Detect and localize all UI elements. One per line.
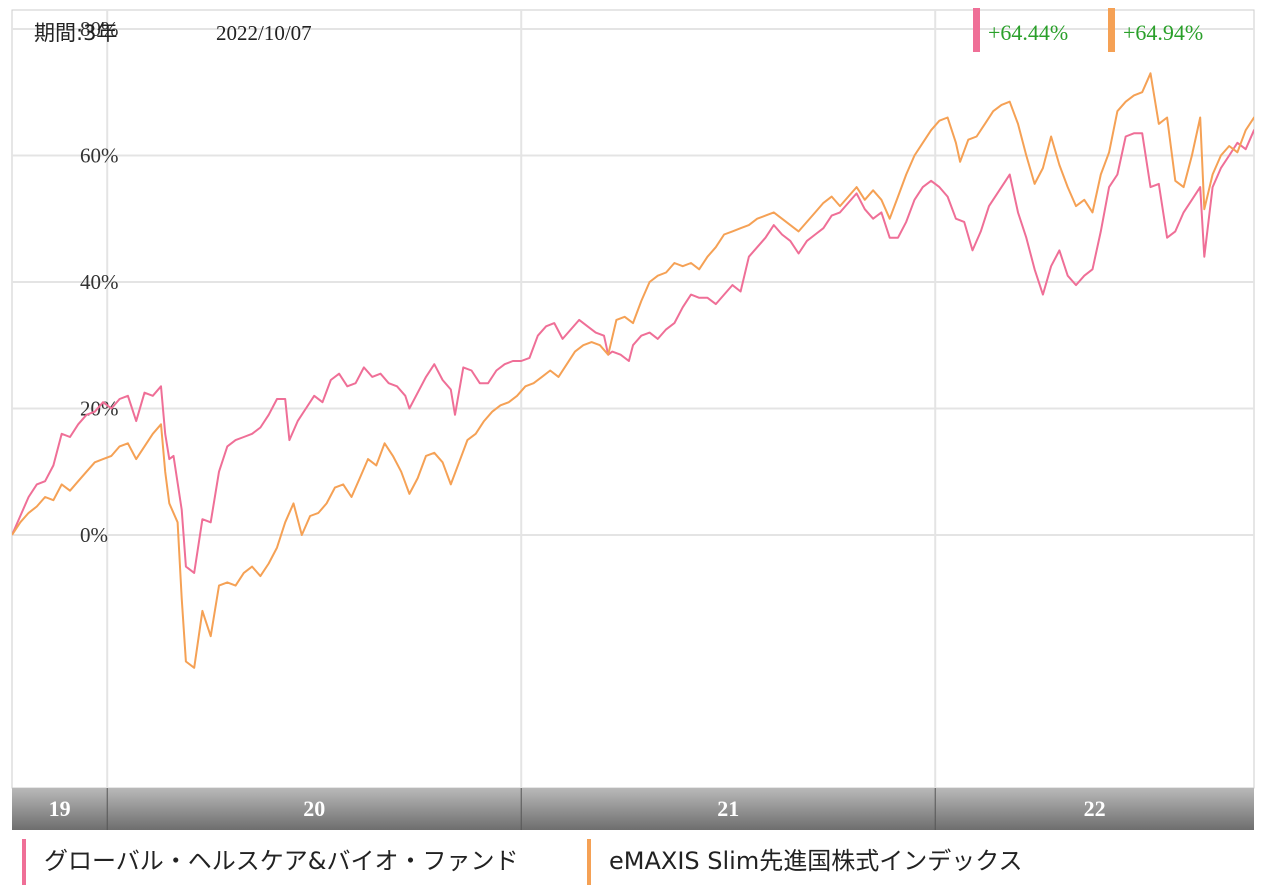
return-marker-orange (1108, 8, 1115, 52)
legend-item-emaxis: eMAXIS Slim先進国株式インデックス (587, 839, 1023, 885)
return-value-pink: +64.44% (988, 20, 1068, 45)
y-tick-label: 0% (80, 523, 108, 547)
return-value-orange: +64.94% (1123, 20, 1203, 45)
legend-swatch-pink (22, 839, 26, 885)
year-label: 22 (1084, 796, 1106, 821)
legend-label-emaxis: eMAXIS Slim先進国株式インデックス (609, 847, 1023, 875)
date-label: 2022/10/07 (216, 21, 312, 45)
vertical-gridlines (106, 10, 937, 788)
legend: グローバル・ヘルスケア&バイオ・ファンド eMAXIS Slim先進国株式インデ… (22, 839, 1023, 885)
y-tick-label: 40% (80, 270, 119, 294)
year-band (12, 788, 1254, 830)
return-marker-pink (973, 8, 980, 52)
return-readout-pink: +64.44% (973, 8, 1068, 52)
plot-area (11, 9, 1255, 789)
y-axis-tick-labels: 80%60%40%20%0% (80, 17, 119, 547)
legend-label-healthcare: グローバル・ヘルスケア&バイオ・ファンド (44, 847, 518, 875)
year-band-dividers (106, 788, 936, 830)
year-label: 19 (49, 796, 71, 821)
year-label: 21 (717, 796, 739, 821)
return-readout-orange: +64.94% (1108, 8, 1203, 52)
year-band-labels: 19 20 21 22 (49, 796, 1106, 821)
y-tick-label: 60% (80, 143, 119, 167)
legend-item-healthcare: グローバル・ヘルスケア&バイオ・ファンド (22, 839, 518, 885)
series-line-1 (12, 72, 1254, 669)
y-tick-label: 80% (80, 17, 119, 41)
series-line-0 (12, 129, 1254, 574)
legend-swatch-orange (587, 839, 591, 885)
year-label: 20 (303, 796, 325, 821)
series-lines (12, 72, 1254, 669)
period-label: 期間:3年 (34, 21, 117, 45)
